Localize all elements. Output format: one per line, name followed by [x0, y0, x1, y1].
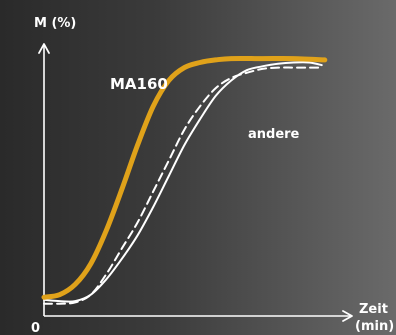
series-andere-dashed-line	[43, 66, 323, 305]
x-axis-label-line1: Zeit	[359, 302, 388, 317]
series-ma160-line	[41, 56, 328, 300]
x-axis-label-line2: (min)	[355, 319, 394, 334]
y-axis-label: M (%)	[34, 16, 76, 31]
annotation-andere: andere	[248, 127, 300, 142]
series-andere-line	[43, 61, 323, 303]
origin-label: 0	[31, 321, 40, 335]
annotation-ma160: MA160	[110, 75, 168, 93]
